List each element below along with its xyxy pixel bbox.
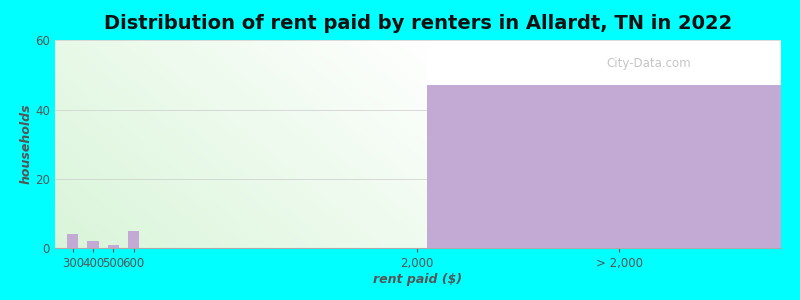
Title: Distribution of rent paid by renters in Allardt, TN in 2022: Distribution of rent paid by renters in … [104,14,732,33]
X-axis label: rent paid ($): rent paid ($) [373,273,462,286]
Bar [427,85,781,248]
Bar [128,231,139,248]
Bar [67,234,78,248]
Text: City-Data.com: City-Data.com [606,57,691,70]
Bar [427,85,781,248]
Bar [108,244,119,248]
Bar [427,40,781,85]
Y-axis label: households: households [19,104,32,184]
Bar [87,241,98,248]
